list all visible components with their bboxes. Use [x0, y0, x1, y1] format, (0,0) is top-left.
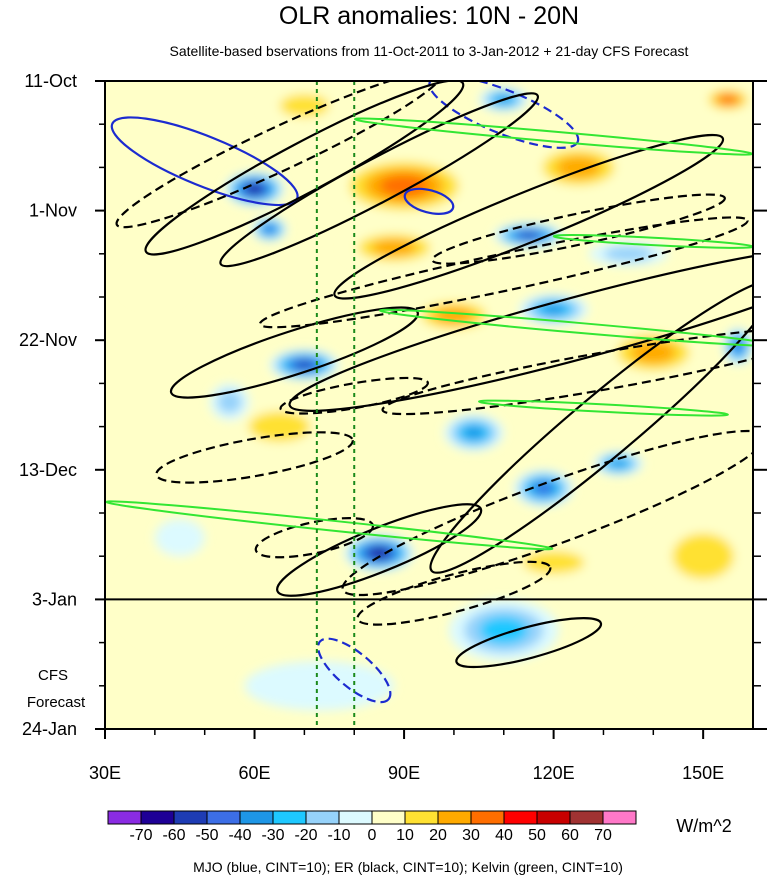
colorbar [107, 810, 637, 825]
er-contour-18 [356, 560, 552, 626]
olr-anomaly-blob-4-level-2 [479, 616, 529, 644]
colorbar-label-2: -50 [195, 827, 218, 844]
colorbar-swatch-9 [404, 810, 439, 825]
colorbar-swatch-3 [206, 810, 241, 825]
er-contour-20 [155, 431, 354, 484]
colorbar-label-8: 10 [396, 827, 414, 844]
er-contour-11 [288, 243, 753, 412]
olr-anomaly-blob-1-level-4 [264, 225, 275, 233]
colorbar-swatch-4 [239, 810, 274, 825]
colorbar-labels: -70 -60 -50 -40 -30 -20 -10 0 10 20 30 40 50 60 70 [129, 827, 612, 844]
colorbar-swatch-5 [272, 810, 307, 825]
y-tick-label-4: 3-Jan [32, 589, 77, 609]
colorbar-label-0: -70 [129, 827, 152, 844]
colorbar-label-1: -60 [162, 827, 185, 844]
er-contour-13 [258, 216, 749, 329]
er-contour-6 [333, 133, 725, 300]
colorbar-swatch-6 [305, 810, 340, 825]
olr-anomaly-blob-3-level-6 [371, 549, 387, 558]
kelvin-contour-24 [478, 399, 729, 417]
colorbar-swatch-0 [107, 810, 142, 825]
colorbar-swatch-15 [602, 810, 637, 825]
er-contour-10 [455, 617, 603, 669]
colorbar-label-4: -30 [261, 827, 284, 844]
y-axis-tick-labels: 11-Oct 1-Nov 22-Nov 13-Dec 3-Jan 24-Jan [19, 71, 77, 739]
colorbar-swatch-10 [437, 810, 472, 825]
colorbar-swatch-7 [338, 810, 373, 825]
colorbar-label-10: 30 [462, 827, 480, 844]
y-tick-label-0: 11-Oct [24, 71, 77, 91]
olr-anomaly-blob-25-level-1 [217, 390, 242, 414]
forecast-label-line2: Forecast [27, 694, 86, 711]
plot-frame [104, 80, 754, 730]
colorbar-label-14: 70 [594, 827, 612, 844]
olr-anomaly-blob-5-level-5 [520, 232, 538, 239]
colorbar-swatch-13 [536, 810, 571, 825]
reference-longitude-lines [315, 81, 356, 729]
colorbar-label-12: 50 [528, 827, 546, 844]
x-tick-label-4: 150E [682, 763, 724, 783]
colorbar-units: W/m^2 [676, 816, 731, 836]
er-contour-17 [341, 429, 753, 597]
er-contour-15 [381, 326, 753, 416]
kelvin-contour-23 [105, 500, 554, 551]
olr-anomaly-blob-23-level-3 [719, 95, 737, 104]
colorbar-swatch-1 [140, 810, 175, 825]
olr-anomaly-blob-14-level-2 [556, 156, 601, 179]
er-contour-5 [219, 92, 540, 268]
olr-anomaly-blob-0-level-6 [248, 185, 261, 193]
x-tick-label-2: 90E [388, 763, 420, 783]
colorbar-swatch-14 [569, 810, 604, 825]
chart-subtitle: Satellite-based bservations from 11-Oct-… [170, 43, 689, 59]
colorbar-label-6: -10 [327, 827, 350, 844]
colorbar-label-11: 40 [495, 827, 513, 844]
x-tick-label-1: 60E [239, 763, 271, 783]
er-contour-7 [169, 306, 419, 399]
wave-filtered-contours [105, 81, 753, 704]
er-contour-14 [279, 376, 429, 415]
y-tick-label-5: 24-Jan [22, 719, 77, 739]
x-tick-label-0: 30E [89, 763, 121, 783]
x-tick-label-3: 120E [533, 763, 575, 783]
mjo-contour-2 [403, 187, 455, 215]
colorbar-label-13: 60 [561, 827, 579, 844]
olr-anomaly-blob-10-level-3 [463, 426, 485, 440]
colorbar-label-9: 20 [429, 827, 447, 844]
mjo-contour-3 [317, 637, 392, 704]
colorbar-swatch-11 [470, 810, 505, 825]
olr-anomaly-blob-20-level-0 [633, 611, 753, 711]
footnote: MJO (blue, CINT=10); ER (black, CINT=10)… [193, 859, 623, 875]
colorbar-swatch-12 [503, 810, 538, 825]
olr-anomaly-blob-16-level-2 [631, 341, 676, 364]
colorbar-label-3: -40 [228, 827, 251, 844]
olr-anomaly-blob-18-level-1 [672, 533, 734, 579]
y-tick-label-1: 1-Nov [29, 201, 77, 221]
olr-anomaly-blob-12-level-3 [379, 175, 429, 197]
olr-anomaly-blob-24-level-0 [124, 266, 185, 304]
olr-anomaly-blob-26-level-0 [154, 519, 205, 557]
olr-anomaly-blob-2-level-5 [295, 361, 313, 369]
x-axis-tick-labels: 30E 60E 90E 120E 150E [89, 763, 724, 783]
colorbar-swatch-2 [173, 810, 208, 825]
olr-anomaly-blob-19-level-1 [522, 550, 585, 574]
olr-anomaly-blob-6-level-3 [541, 303, 566, 315]
y-tick-label-2: 22-Nov [19, 330, 77, 350]
y-tick-label-3: 13-Dec [19, 460, 77, 480]
forecast-label-line1: CFS [38, 667, 68, 684]
chart-title: OLR anomalies: 10N - 20N [279, 2, 579, 30]
er-contour-19 [431, 193, 726, 265]
colorbar-label-7: 0 [368, 827, 377, 844]
olr-anomaly-blob-9-level-3 [609, 459, 628, 468]
olr-anomaly-blob-28-level-1 [603, 246, 653, 262]
axis-ticks [95, 80, 767, 739]
colorbar-swatch-8 [371, 810, 406, 825]
olr-anomaly-blob-13-level-2 [371, 239, 417, 256]
olr-anomaly-blob-17-level-1 [248, 411, 311, 442]
olr-anomaly-field [119, 87, 753, 711]
kelvin-contour-22 [378, 308, 753, 347]
colorbar-label-5: -20 [294, 827, 317, 844]
er-contour-12 [115, 81, 444, 229]
olr-anomaly-blob-27-level-0 [244, 661, 395, 711]
